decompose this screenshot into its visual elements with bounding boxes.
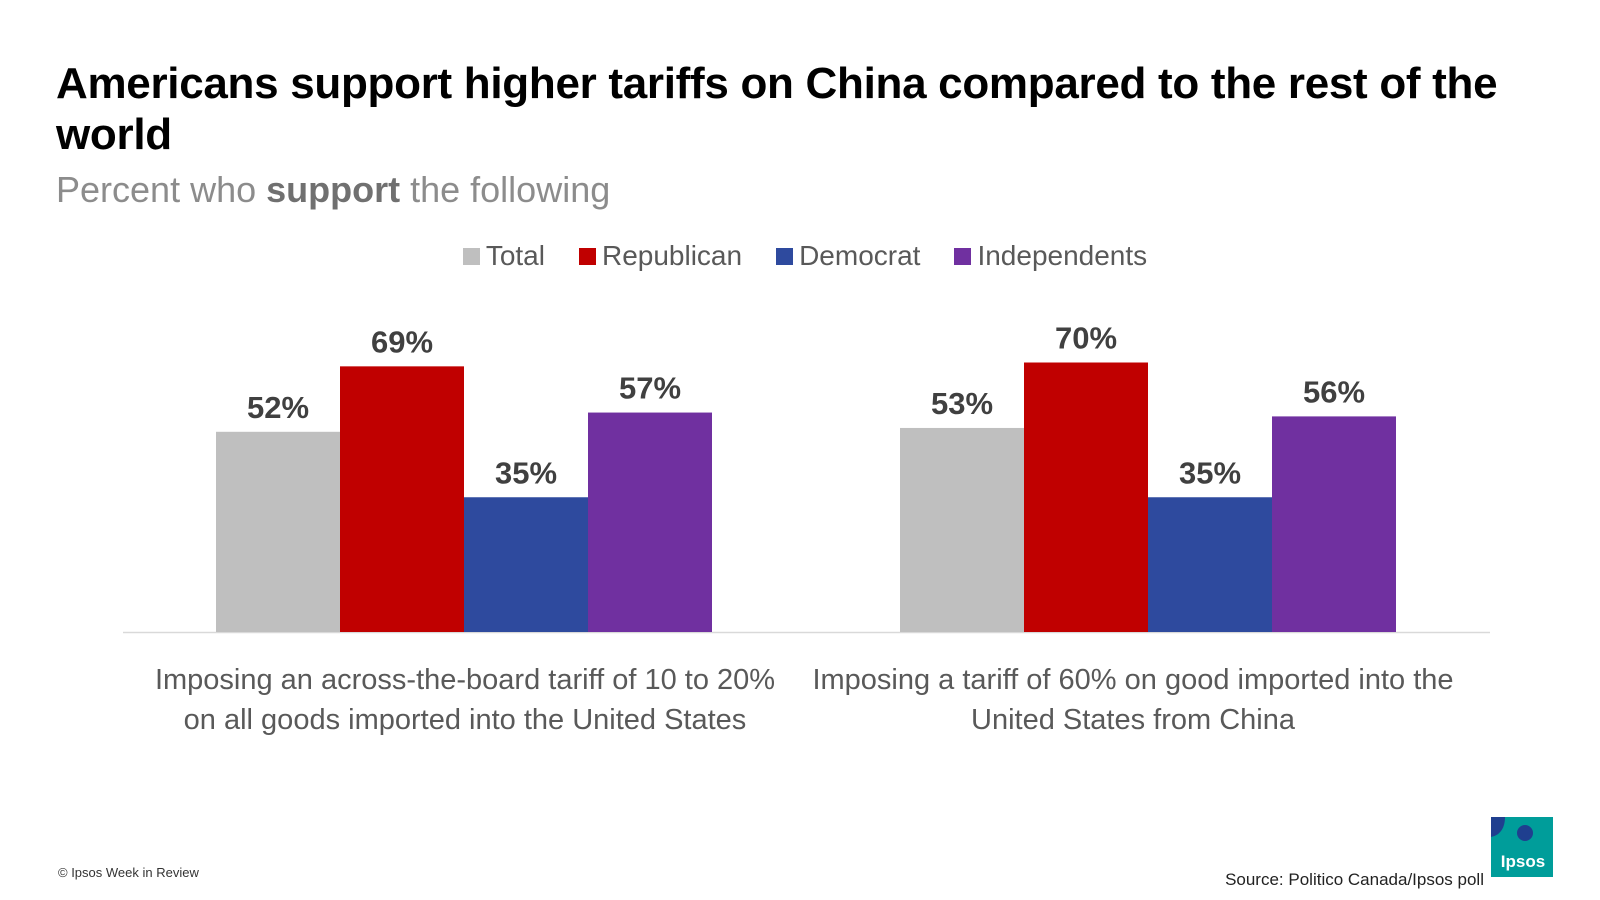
category-label-china: Imposing a tariff of 60% on good importe… (812, 664, 1454, 736)
legend-item-independents: Independents (954, 240, 1147, 272)
ipsos-logo (1491, 817, 1553, 877)
legend-swatch-democrat (776, 247, 794, 265)
source-text: Source: Politico Canada/Ipsos poll (1225, 870, 1484, 889)
bar-independents-2 (1272, 416, 1396, 632)
subtitle-bold: support (266, 169, 401, 210)
category-label-across-the-board: Imposing an across-the-board tariff of 1… (154, 664, 776, 736)
data-label-republican-2: 70% (1055, 321, 1117, 356)
subtitle-post: the following (400, 169, 611, 210)
bar-democrat-2 (1148, 497, 1272, 632)
bar-democrat-1 (464, 497, 588, 632)
bar-total-2 (900, 427, 1024, 632)
data-label-democrat-2: 35% (1179, 455, 1241, 490)
bar-independents-1 (588, 412, 712, 632)
legend-item-total: Total (462, 240, 545, 272)
legend-label-independents: Independents (977, 240, 1148, 271)
logo-text: Ipsos (1500, 852, 1546, 871)
data-label-total-1: 52% (247, 390, 309, 425)
legend-label-republican: Republican (601, 240, 743, 271)
subtitle-pre: Percent who (56, 169, 267, 210)
bar-republican-1 (340, 366, 464, 632)
legend-swatch-republican (578, 247, 596, 265)
data-label-independents-1: 57% (619, 371, 681, 406)
logo-teal-shape (1491, 817, 1553, 877)
chart-legend: Total Republican Democrat Independents (0, 240, 1600, 272)
legend-swatch-total (462, 247, 480, 265)
logo-head-shape (1517, 825, 1533, 841)
chart-subtitle: Percent who support the following (56, 168, 610, 212)
data-label-democrat-1: 35% (495, 455, 557, 490)
legend-item-republican: Republican (578, 240, 743, 272)
data-label-total-2: 53% (931, 386, 993, 421)
legend-item-democrat: Democrat (776, 240, 920, 272)
bar-total-1 (216, 431, 340, 632)
legend-swatch-independents (954, 247, 972, 265)
data-label-republican-1: 69% (371, 324, 433, 359)
chart-title: Americans support higher tariffs on Chin… (56, 59, 1498, 159)
bar-republican-2 (1024, 362, 1148, 632)
legend-label-democrat: Democrat (799, 240, 921, 271)
legend-label-total: Total (485, 240, 545, 271)
data-label-independents-2: 56% (1303, 374, 1365, 409)
copyright-text: © Ipsos Week in Review (58, 865, 199, 880)
